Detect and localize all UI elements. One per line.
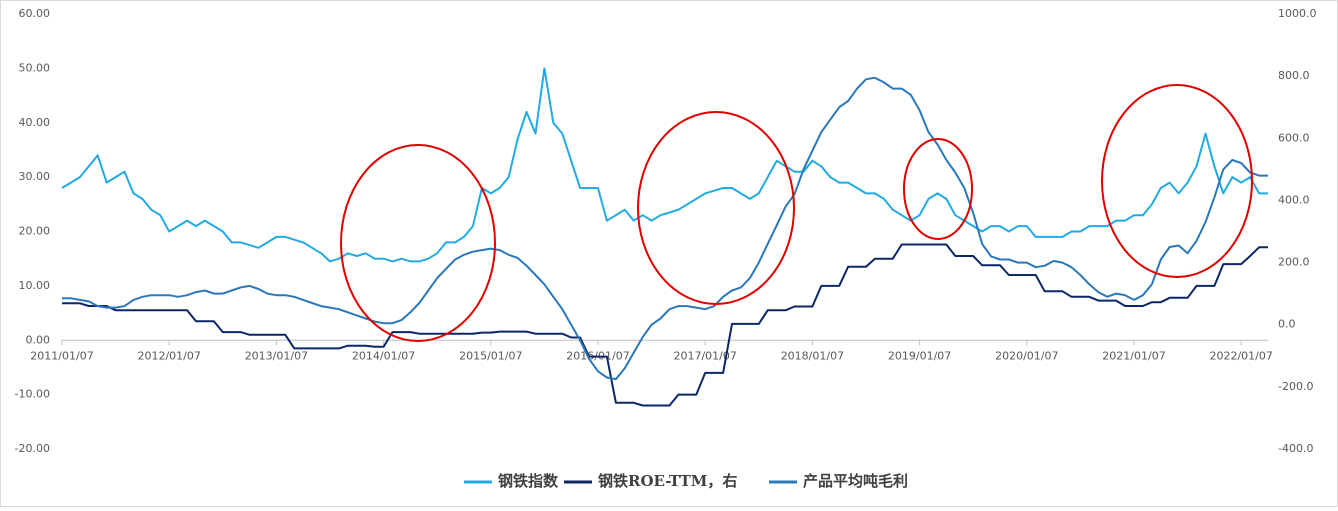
x-tick-label: 2019/01/07: [888, 349, 951, 362]
x-tick-label: 2022/01/07: [1209, 349, 1272, 362]
highlight-ellipse: [637, 111, 795, 305]
highlight-ellipse: [340, 144, 496, 342]
y-tick-label: 10.00: [19, 279, 51, 292]
series-line: [62, 76, 1268, 381]
legend-label: 钢铁ROE-TTM，右: [598, 472, 737, 490]
legend-label: 钢铁指数: [498, 472, 559, 490]
y2-tick-label: 800.0: [1278, 69, 1310, 82]
y-tick-label: 30.00: [19, 170, 51, 183]
annotation-circles: [340, 84, 1253, 342]
y2-tick-label: 0.0: [1278, 318, 1296, 331]
y-tick-label: -20.00: [15, 442, 50, 455]
highlight-ellipse: [1101, 84, 1253, 278]
y2-tick-label: 1000.0: [1278, 7, 1317, 20]
legend-label: 产品平均吨毛利: [803, 472, 908, 490]
x-tick-label: 2018/01/07: [781, 349, 844, 362]
y-tick-label: -10.00: [15, 388, 50, 401]
series-line: [62, 243, 1268, 407]
y-tick-label: 60.00: [19, 7, 51, 20]
highlight-ellipse: [903, 138, 973, 240]
y2-tick-label: 600.0: [1278, 131, 1310, 144]
y-tick-label: 50.00: [19, 61, 51, 74]
y-tick-label: 20.00: [19, 225, 51, 238]
x-tick-label: 2015/01/07: [459, 349, 522, 362]
x-tick-label: 2011/01/07: [30, 349, 93, 362]
y2-tick-label: -400.0: [1278, 442, 1313, 455]
x-tick-label: 2013/01/07: [245, 349, 308, 362]
y-tick-label: 40.00: [19, 116, 51, 129]
series-line: [61, 67, 1268, 263]
x-tick-label: 2017/01/07: [673, 349, 736, 362]
y2-tick-label: 400.0: [1278, 193, 1310, 206]
x-tick-label: 2020/01/07: [995, 349, 1058, 362]
y2-tick-label: -200.0: [1278, 380, 1313, 393]
y2-tick-label: 200.0: [1278, 256, 1310, 269]
y-tick-label: 0.00: [26, 333, 51, 346]
x-tick-label: 2012/01/07: [137, 349, 200, 362]
x-tick-label: 2021/01/07: [1102, 349, 1165, 362]
x-tick-label: 2014/01/07: [352, 349, 415, 362]
